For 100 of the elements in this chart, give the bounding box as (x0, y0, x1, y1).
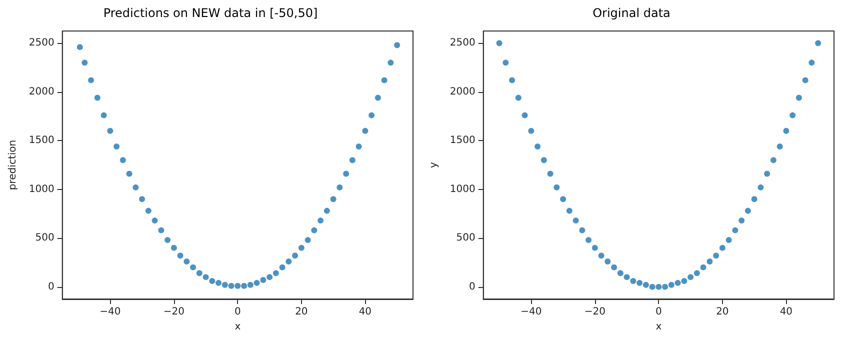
point (674, 280, 681, 286)
point (318, 218, 324, 224)
point (630, 278, 636, 284)
point (554, 184, 560, 190)
point (642, 282, 649, 288)
x-tick-label: 0 (234, 306, 241, 318)
y-tick-label: 500 (35, 232, 54, 244)
x-tick-label: −40 (520, 306, 542, 318)
point (126, 170, 132, 177)
y-tick-label: 0 (468, 281, 476, 292)
point (158, 227, 164, 234)
point (758, 184, 764, 190)
point (586, 237, 592, 244)
point (272, 270, 279, 276)
point (279, 264, 286, 270)
x-axis-title: x (234, 321, 241, 332)
point (572, 218, 579, 224)
point (808, 60, 815, 66)
point (120, 157, 126, 164)
chart-title: Original data (592, 6, 670, 20)
x-tick-label: 20 (295, 306, 308, 318)
point (234, 282, 241, 289)
x-tick-label: 20 (716, 306, 729, 318)
point (266, 274, 273, 280)
point (298, 244, 304, 251)
point (152, 218, 158, 224)
point (592, 244, 598, 251)
point (515, 94, 522, 101)
point (292, 252, 298, 259)
point (783, 128, 790, 134)
point (764, 170, 770, 177)
point (88, 77, 94, 84)
point (738, 218, 745, 224)
point (209, 278, 216, 284)
point (381, 77, 388, 84)
y-tick-label: 1000 (450, 184, 476, 195)
point (700, 264, 706, 270)
point (139, 196, 146, 202)
point (190, 264, 196, 270)
point (202, 274, 209, 280)
point (76, 44, 83, 50)
point (100, 112, 107, 118)
point (184, 258, 190, 264)
point (732, 227, 738, 234)
point (694, 270, 700, 276)
y-tick-label: 1500 (28, 135, 54, 146)
point (343, 170, 350, 177)
point (528, 128, 534, 134)
x-tick-label: 40 (358, 306, 372, 318)
point (394, 42, 400, 48)
point (368, 112, 375, 118)
point (719, 244, 726, 251)
point (356, 143, 362, 150)
x-tick-label: 0 (655, 306, 662, 318)
point (502, 60, 509, 66)
point (751, 196, 758, 202)
point (216, 280, 222, 286)
point (776, 143, 783, 150)
x-tick-label: 40 (780, 306, 793, 318)
y-tick-label: 2500 (28, 38, 54, 49)
point (540, 157, 547, 164)
point (611, 264, 618, 270)
point (624, 274, 630, 280)
point (713, 252, 720, 259)
point (222, 282, 228, 288)
point (164, 237, 171, 244)
point (196, 270, 202, 276)
point (254, 280, 260, 286)
point (374, 94, 381, 101)
point (349, 157, 356, 164)
y-tick-label: 1500 (450, 135, 476, 146)
point (132, 184, 139, 190)
point (560, 196, 566, 202)
point (170, 244, 177, 251)
point (336, 184, 343, 190)
point (668, 282, 674, 288)
x-tick-label: −20 (584, 306, 606, 318)
point (688, 274, 694, 280)
point (145, 208, 152, 214)
y-tick-label: 2000 (450, 86, 476, 98)
point (304, 237, 311, 244)
point (636, 280, 643, 286)
point (547, 170, 554, 177)
point (330, 196, 336, 202)
point (566, 208, 572, 214)
point (662, 284, 668, 290)
point (790, 112, 796, 118)
point (726, 237, 732, 244)
point (228, 282, 234, 289)
y-tick-label: 2500 (450, 38, 476, 49)
y-axis-title: y (428, 162, 440, 168)
y-axis-title: prediction (8, 140, 18, 190)
point (286, 258, 292, 264)
point (496, 40, 502, 46)
point (241, 282, 248, 289)
point (362, 128, 368, 134)
point (604, 258, 611, 264)
point (247, 282, 254, 288)
point (388, 60, 394, 66)
y-tick-label: 1000 (28, 184, 54, 195)
